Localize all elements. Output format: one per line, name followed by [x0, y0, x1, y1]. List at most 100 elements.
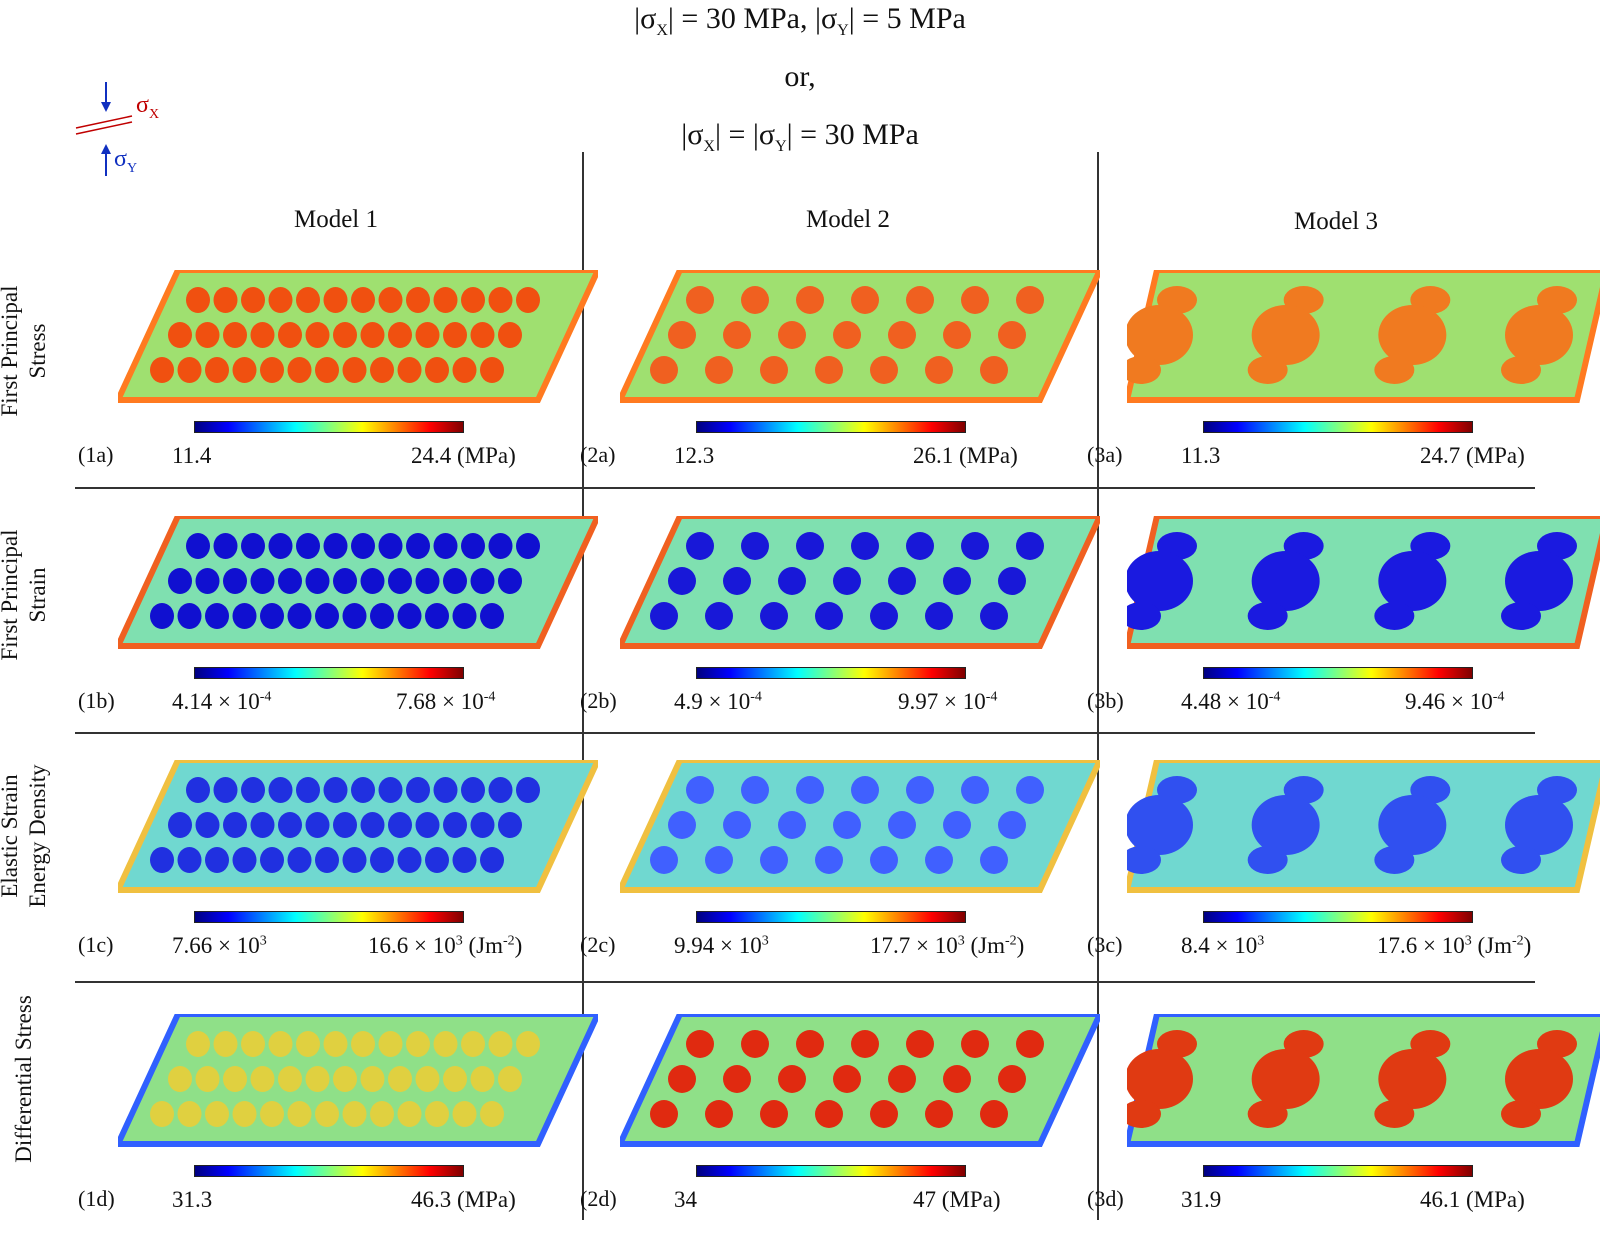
inclusion	[370, 603, 394, 629]
inclusion	[168, 568, 192, 594]
panel-2c: (2c) 9.94 × 103 17.7 × 103 (Jm-2)	[580, 760, 1100, 980]
inclusion	[1378, 551, 1447, 611]
inclusion	[296, 1031, 320, 1057]
inclusion	[150, 357, 174, 383]
inclusion	[296, 287, 320, 313]
inclusion	[488, 533, 513, 559]
inclusion	[415, 568, 440, 594]
inclusion	[186, 777, 210, 803]
row-label-first-principal-stress: First Principal Stress	[0, 285, 50, 417]
inclusion	[315, 1101, 339, 1127]
panel-1d: (1d) 31.3 46.3 (MPa)	[78, 1014, 598, 1234]
inclusion	[452, 357, 477, 383]
inclusion	[998, 321, 1026, 349]
inclusion	[406, 533, 430, 559]
inclusion	[397, 1101, 422, 1127]
inclusion	[705, 846, 733, 874]
inclusion	[961, 532, 989, 560]
inclusion	[488, 777, 513, 803]
inclusion	[461, 1031, 485, 1057]
inclusion-pattern	[1127, 776, 1577, 874]
inclusion	[906, 776, 934, 804]
inclusion	[741, 1030, 769, 1058]
inclusion	[315, 847, 339, 873]
inclusion	[443, 322, 467, 348]
inclusion	[333, 322, 357, 348]
inclusion	[980, 602, 1008, 630]
inclusion	[1501, 846, 1541, 874]
colorbar	[194, 911, 464, 923]
inclusion	[315, 357, 339, 383]
inclusion	[851, 532, 879, 560]
inclusion	[498, 568, 522, 594]
model-3-title: Model 3	[1293, 208, 1379, 235]
inclusion	[1127, 1100, 1161, 1128]
inclusion	[668, 811, 696, 839]
inclusion	[1378, 305, 1447, 365]
colorbar-max-label: 46.1 (MPa)	[1420, 1187, 1525, 1212]
inclusion	[415, 322, 440, 348]
inclusion	[1127, 846, 1161, 874]
inclusion-pattern	[1127, 286, 1577, 384]
inclusion	[870, 602, 898, 630]
inclusion	[705, 356, 733, 384]
inclusion	[760, 356, 788, 384]
colorbar-min-label: 11.4	[172, 443, 212, 468]
inclusion	[415, 812, 440, 838]
inclusion	[370, 1101, 394, 1127]
inclusion	[425, 603, 449, 629]
inclusion	[370, 357, 394, 383]
panel-1b: (1b) 4.14 × 10-4 7.68 × 10-4	[78, 516, 598, 736]
panel-3b: (3b) 4.48 × 10-4 9.46 × 10-4	[1087, 516, 1600, 736]
colorbar-max-label: 47 (MPa)	[913, 1187, 1001, 1212]
inclusion	[870, 1100, 898, 1128]
contour-map	[1127, 760, 1600, 893]
inclusion	[250, 812, 275, 838]
inclusion	[351, 777, 375, 803]
inclusion	[388, 1066, 412, 1092]
inclusion	[888, 1065, 916, 1093]
contour-map	[1127, 516, 1600, 649]
inclusion	[323, 777, 348, 803]
inclusion	[470, 1066, 495, 1092]
panel-2b: (2b) 4.9 × 10-4 9.97 × 10-4	[580, 516, 1100, 736]
inclusion	[397, 357, 422, 383]
inclusion	[723, 1065, 751, 1093]
inclusion	[425, 357, 449, 383]
inclusion	[433, 287, 458, 313]
contour-map	[620, 270, 1100, 403]
load-condition-line-2: |σX| = |σY| = 30 MPa	[681, 118, 919, 155]
inclusion	[287, 847, 312, 873]
inclusion	[388, 812, 412, 838]
inclusion	[480, 357, 504, 383]
inclusion	[796, 532, 824, 560]
divider-horizontal-3	[75, 981, 1535, 983]
inclusion	[943, 811, 971, 839]
inclusion	[195, 1066, 220, 1092]
inclusion	[177, 847, 202, 873]
inclusion	[1374, 356, 1415, 384]
sigma-x-label: σX	[136, 92, 160, 122]
divider-horizontal-1	[75, 487, 1535, 489]
inclusion	[1505, 795, 1573, 855]
inclusion	[723, 321, 751, 349]
panel-id-label: (3a)	[1087, 442, 1123, 467]
inclusion	[406, 1031, 430, 1057]
inclusion	[1016, 1030, 1044, 1058]
stress-direction-legend: σX σY	[70, 80, 180, 190]
colorbar-max-label: 26.1 (MPa)	[913, 443, 1018, 468]
inclusion	[760, 846, 788, 874]
contour-map	[620, 760, 1100, 893]
inclusion	[833, 321, 861, 349]
inclusion	[433, 777, 458, 803]
inclusion	[268, 777, 293, 803]
inclusion	[232, 357, 257, 383]
inclusion	[668, 567, 696, 595]
inclusion	[498, 1066, 522, 1092]
panel-id-label: (2d)	[580, 1186, 617, 1211]
inclusion	[1374, 846, 1415, 874]
contour-map	[1127, 1014, 1600, 1147]
inclusion	[461, 533, 485, 559]
colorbar-min-label: 12.3	[674, 443, 715, 468]
colorbar	[696, 421, 966, 433]
